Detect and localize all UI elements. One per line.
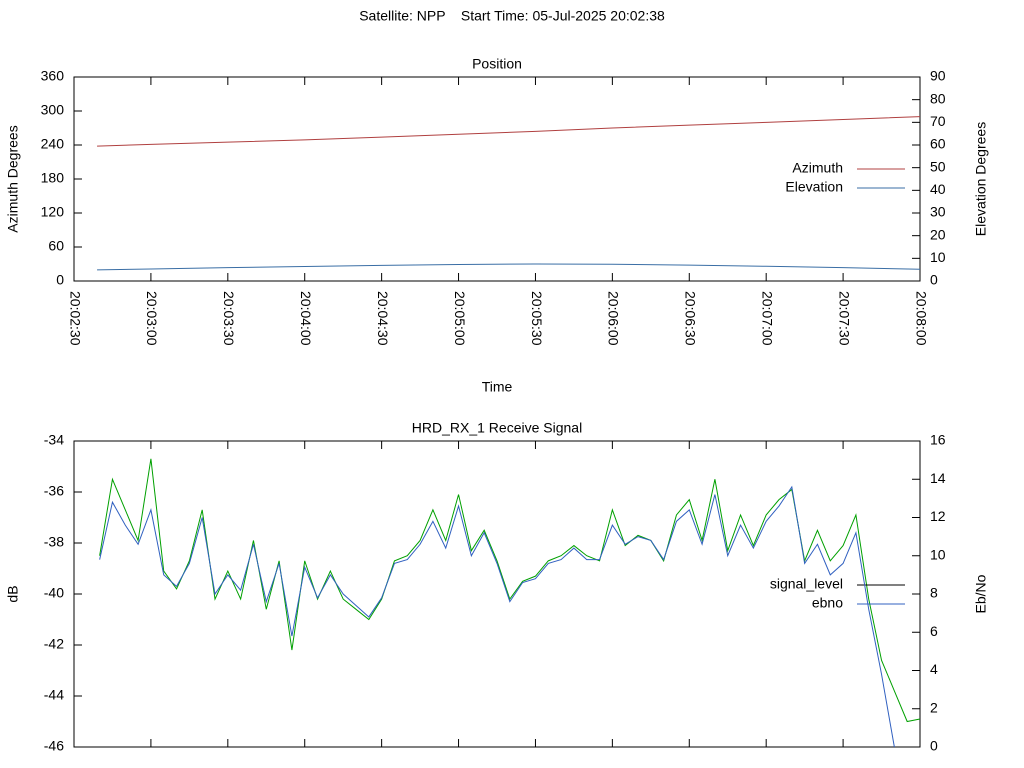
series-line [97, 116, 921, 147]
y-tick-label: 0 [56, 272, 64, 288]
y2-tick-label: 6 [930, 623, 938, 639]
y-tick-label: -38 [44, 534, 64, 550]
y-axis-label: Azimuth Degrees [5, 125, 21, 232]
chart-title: Position [472, 56, 522, 72]
y-tick-label: -40 [44, 585, 64, 601]
y-tick-label: -44 [44, 687, 64, 703]
y2-tick-label: 4 [930, 661, 938, 677]
y2-tick-label: 16 [930, 432, 946, 448]
y2-tick-label: 14 [930, 470, 946, 486]
y2-tick-label: 2 [930, 699, 938, 715]
x-tick-label: 20:06:00 [606, 291, 622, 346]
legend-label: Elevation [785, 179, 843, 195]
x-tick-label: 20:02:30 [67, 291, 83, 346]
x-tick-label: 20:04:30 [375, 291, 391, 346]
y2-tick-label: 70 [930, 113, 946, 129]
x-axis-label: Time [482, 379, 513, 395]
y2-tick-label: 0 [930, 272, 938, 288]
y-tick-label: 120 [41, 204, 65, 220]
y2-tick-label: 0 [930, 738, 938, 754]
y2-tick-label: 20 [930, 226, 946, 242]
series-line [99, 485, 895, 748]
x-tick-label: 20:07:00 [759, 291, 775, 346]
legend-label: ebno [812, 595, 843, 611]
y-tick-label: 60 [48, 238, 64, 254]
y-tick-label: 180 [41, 170, 65, 186]
y-tick-label: 300 [41, 102, 65, 118]
y2-tick-label: 8 [930, 585, 938, 601]
y2-tick-label: 40 [930, 181, 946, 197]
x-tick-label: 20:05:00 [452, 291, 468, 346]
legend-label: Azimuth [792, 160, 843, 176]
y2-tick-label: 90 [930, 68, 946, 84]
x-tick-label: 20:04:00 [298, 291, 314, 346]
page-title: Satellite: NPP Start Time: 05-Jul-2025 2… [359, 8, 665, 24]
legend-label: signal_level [770, 576, 843, 592]
y2-tick-label: 60 [930, 136, 946, 152]
y-tick-label: 360 [41, 68, 65, 84]
y-tick-label: -46 [44, 738, 64, 754]
x-tick-label: 20:06:30 [683, 291, 699, 346]
x-tick-label: 20:03:00 [144, 291, 160, 346]
y-tick-label: 240 [41, 136, 65, 152]
x-tick-label: 20:03:30 [221, 291, 237, 346]
y-axis-label: dB [5, 585, 21, 602]
y2-tick-label: 10 [930, 546, 946, 562]
y2-tick-label: 80 [930, 90, 946, 106]
y-tick-label: -34 [44, 432, 64, 448]
series-line [97, 263, 921, 271]
y2-tick-label: 30 [930, 204, 946, 220]
y2-axis-label: Eb/No [973, 574, 989, 613]
y2-axis-label: Elevation Degrees [973, 122, 989, 236]
x-tick-label: 20:07:30 [836, 291, 852, 346]
y2-tick-label: 12 [930, 508, 946, 524]
x-tick-label: 20:08:00 [913, 291, 929, 346]
x-tick-label: 20:05:30 [529, 291, 545, 346]
chart-title: HRD_RX_1 Receive Signal [412, 420, 582, 436]
series-line [99, 458, 921, 723]
y-tick-label: -42 [44, 636, 64, 652]
y2-tick-label: 50 [930, 158, 946, 174]
y-tick-label: -36 [44, 483, 64, 499]
y2-tick-label: 10 [930, 249, 946, 265]
